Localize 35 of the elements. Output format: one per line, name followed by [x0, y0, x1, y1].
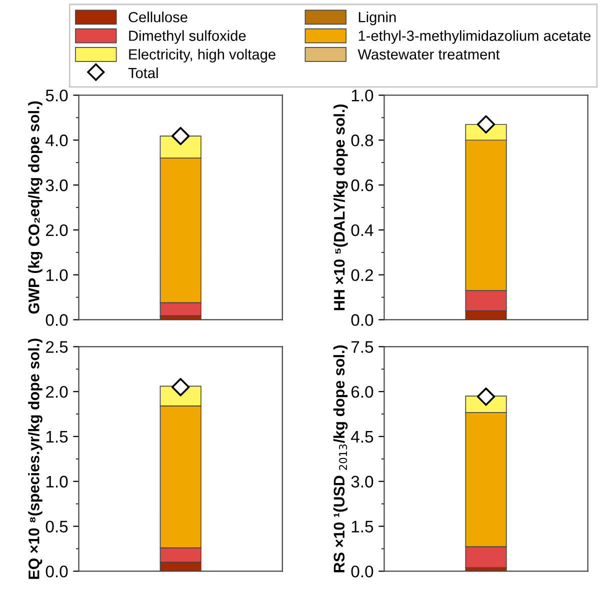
- y-tick-label: 1.5: [352, 520, 374, 532]
- y-axis-title: RS ×10 ¹(USD $_{2013}$/kg dope sol.): [333, 345, 348, 572]
- y-tick-label: 6.0: [351, 386, 374, 398]
- legend-label: 1-ethyl-3-methylimidazolium acetate: [358, 30, 590, 44]
- y-tick-label: 3.0: [351, 476, 374, 488]
- y-tick-label: 0.0: [46, 566, 68, 578]
- legend-label: Wastewater treatment: [358, 49, 500, 60]
- legend-label: Total: [128, 67, 158, 78]
- y-tick-label: 0.0: [46, 314, 68, 326]
- y-tick-label: 1.0: [352, 90, 374, 102]
- y-axis-title: GWP (kg CO₂eq/kg dope sol.): [28, 101, 42, 314]
- y-tick-label: 0.2: [351, 269, 373, 282]
- legend-label: Cellulose: [128, 12, 188, 22]
- y-tick-label: 1.0: [46, 269, 68, 282]
- legend-label: Dimethyl sulfoxide: [129, 30, 246, 44]
- y-tick-label: 4.5: [351, 431, 374, 443]
- y-axis-title: EQ ×10 ⁸(species.yr/kg dope sol.): [28, 338, 42, 579]
- y-tick-label: 0.8: [351, 134, 374, 146]
- y-tick-label: 2.0: [46, 386, 68, 398]
- y-tick-label: 0.4: [351, 224, 374, 236]
- y-tick-label: 5.0: [46, 90, 68, 102]
- y-tick-label: 1.0: [46, 476, 68, 488]
- y-tick-label: 7.5: [351, 341, 374, 353]
- y-tick-label: 4.0: [46, 134, 68, 146]
- y-tick-label: 0.0: [351, 314, 374, 326]
- y-tick-label: 3.0: [46, 179, 68, 192]
- y-axis-title: HH ×10 ⁵(DALY/kg dope sol.): [334, 104, 348, 310]
- legend-label: Lignin: [358, 12, 396, 26]
- y-tick-label: 2.0: [46, 224, 68, 236]
- y-tick-label: 1.5: [46, 431, 68, 443]
- y-tick-label: 2.5: [46, 341, 68, 353]
- y-tick-label: 0.0: [351, 566, 374, 578]
- y-tick-label: 0.6: [351, 179, 374, 192]
- y-tick-label: 0.5: [46, 520, 68, 532]
- legend-label: Electricity, high voltage: [129, 48, 276, 62]
